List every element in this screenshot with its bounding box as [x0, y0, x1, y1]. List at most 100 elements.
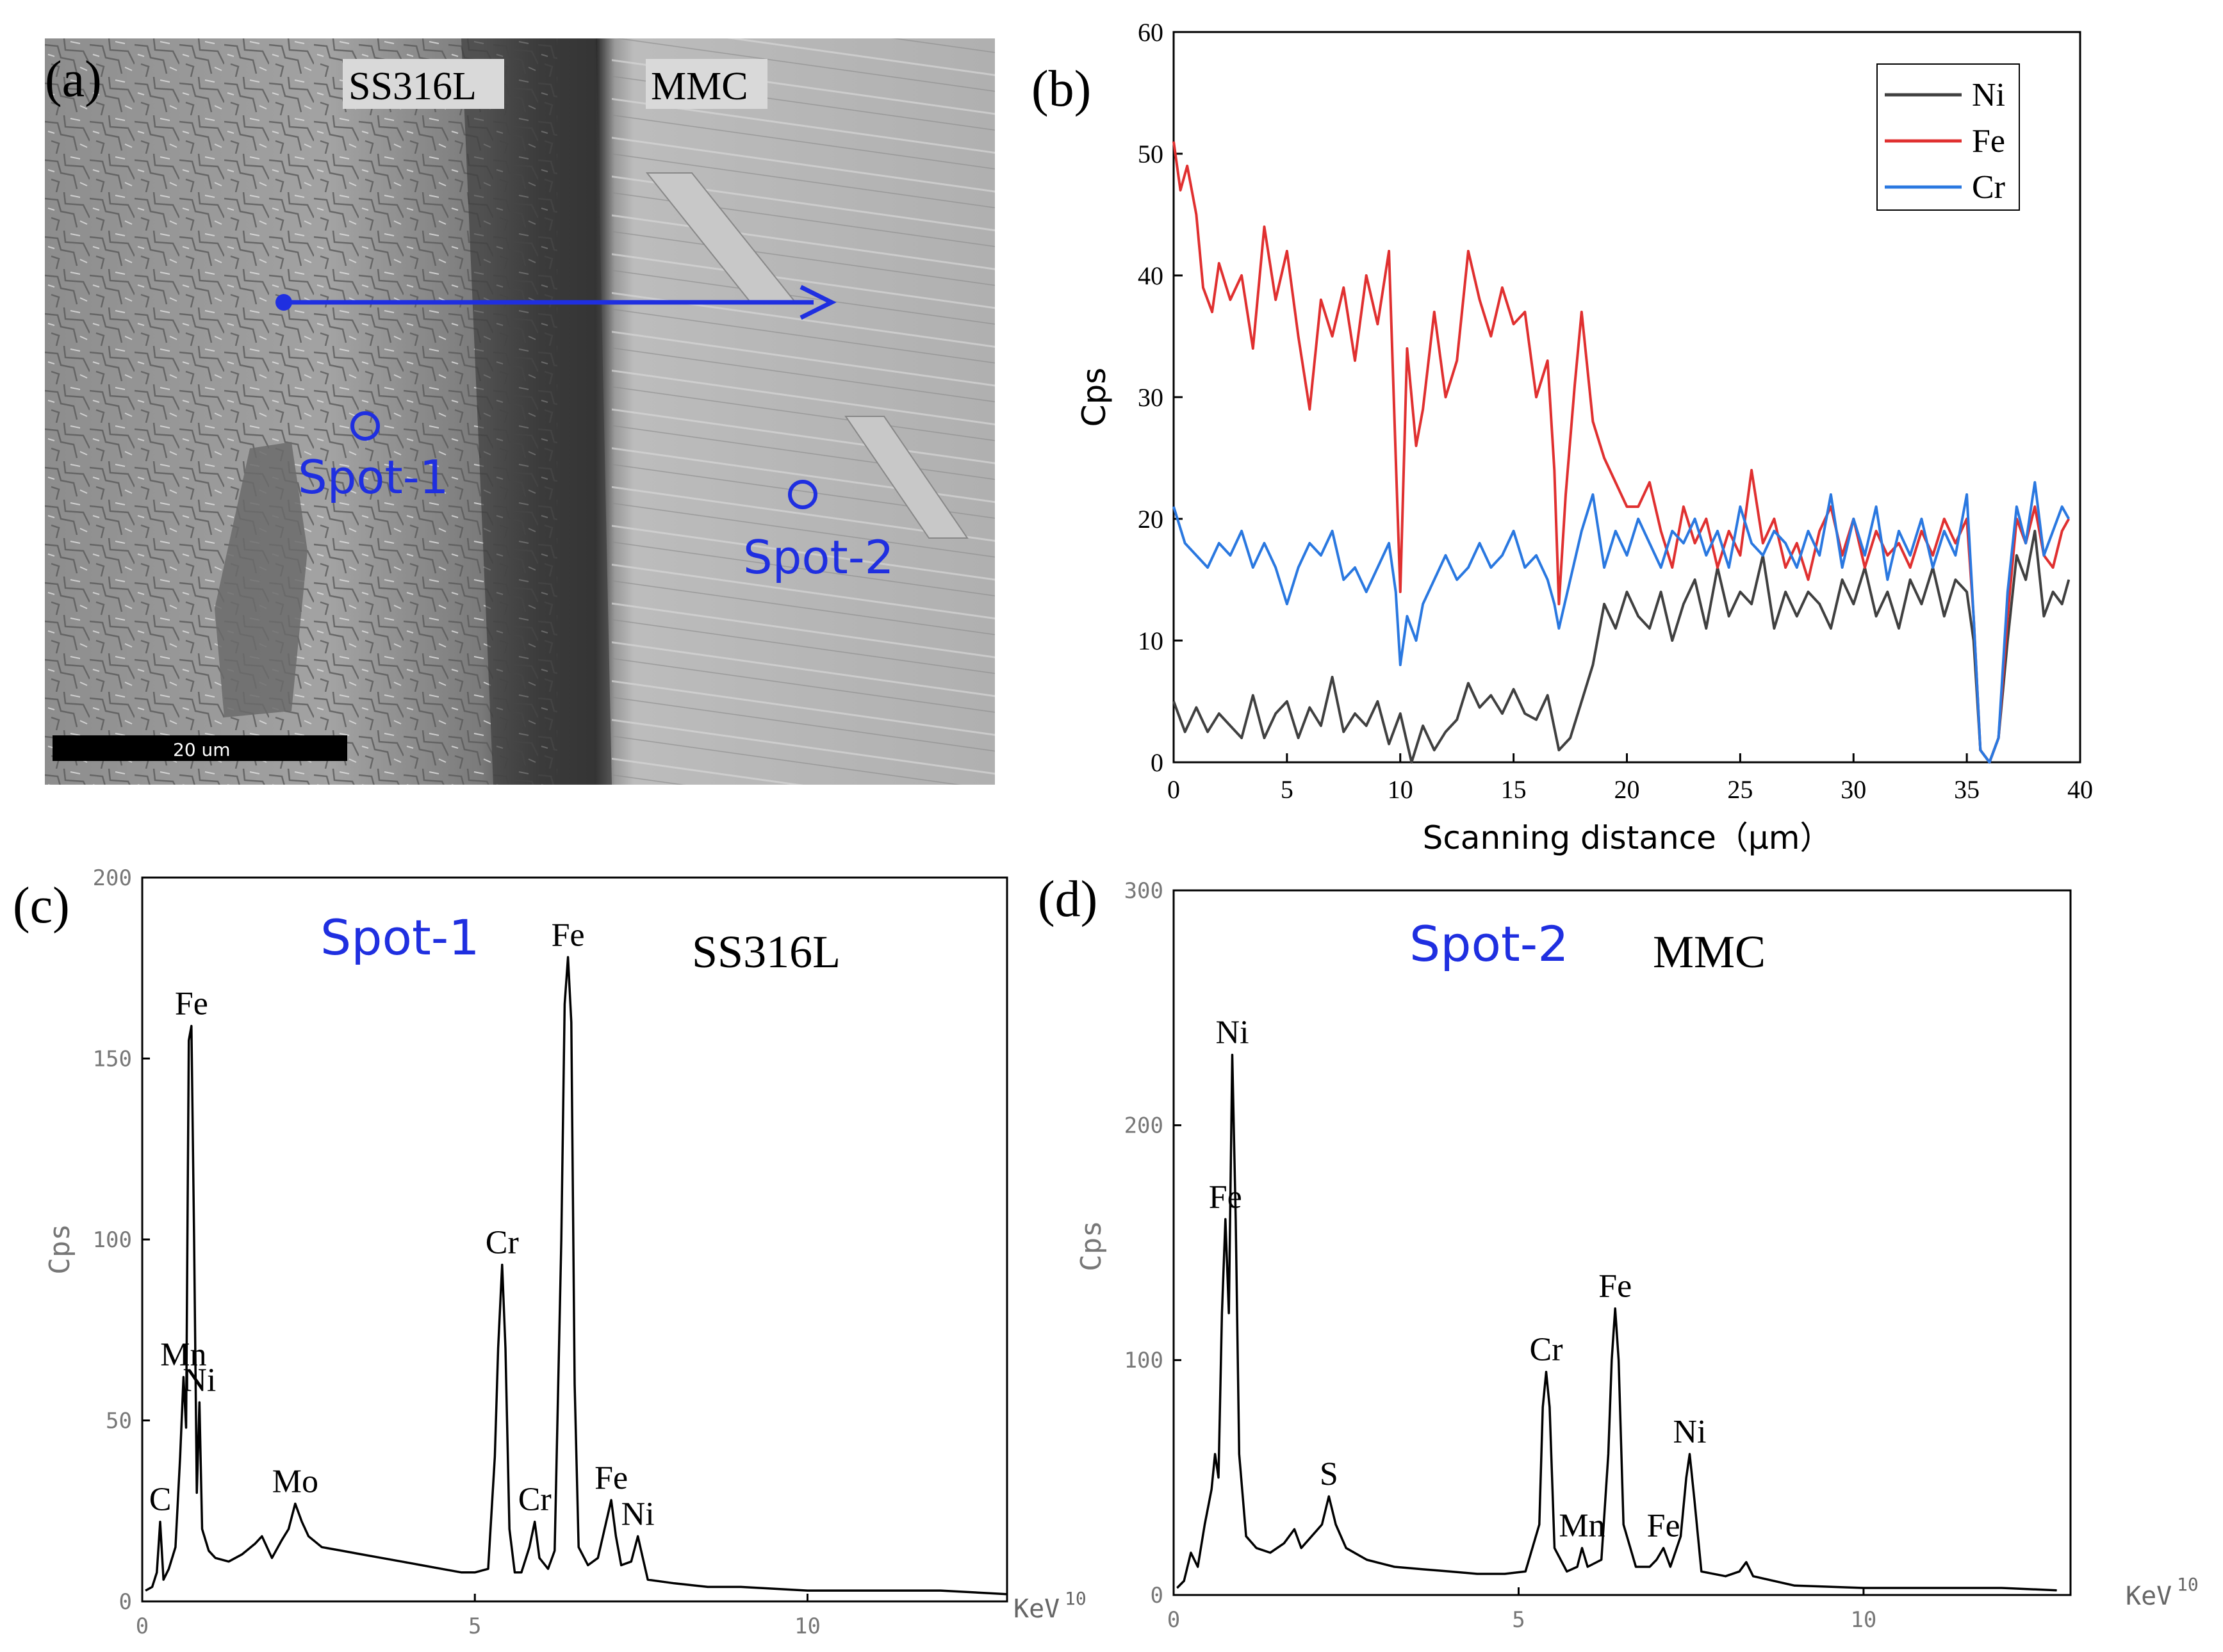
x-tick-label: 10	[1388, 775, 1413, 804]
data-point	[193, 1239, 195, 1240]
data-point	[1973, 616, 1974, 617]
data-point	[1808, 530, 1809, 532]
data-point	[1479, 707, 1481, 708]
data-point	[1218, 263, 1220, 264]
chart-c-x-ticks: 0 5 10	[136, 1594, 821, 1639]
data-point	[1186, 165, 1188, 167]
data-point	[1796, 543, 1798, 544]
data-point	[1694, 543, 1696, 544]
peak-label-fe: Fe	[1647, 1508, 1680, 1544]
data-point	[1238, 1453, 1240, 1455]
peak-label-ni: Ni	[183, 1362, 216, 1398]
data-point	[1637, 616, 1639, 617]
data-point	[1195, 555, 1197, 556]
data-point	[1225, 1218, 1226, 1220]
data-point	[1686, 1477, 1687, 1478]
data-point	[514, 1572, 516, 1573]
data-point	[1298, 737, 1299, 739]
peak-label-fe: Fe	[175, 986, 208, 1022]
data-point	[1649, 482, 1650, 483]
data-point	[1830, 628, 1832, 629]
data-point	[1701, 1571, 1702, 1572]
y-tick-label: 0	[1151, 1583, 1163, 1608]
label-ss316l: SS316L	[349, 65, 477, 108]
chart-c-series	[145, 956, 1008, 1596]
chart-d-ylabel: Cps	[1075, 1220, 1108, 1271]
chart-d-title: Spot-2	[1409, 915, 1569, 972]
data-point	[1614, 1308, 1616, 1309]
x-tick-label: 10	[794, 1614, 821, 1639]
y-tick-label: 20	[1138, 505, 1163, 534]
data-point	[1728, 616, 1730, 617]
data-point	[1751, 470, 1752, 471]
series-fe	[1172, 141, 2071, 764]
peak-label-mo: Mo	[272, 1463, 318, 1500]
data-point	[255, 1543, 256, 1544]
x-tick-label: 5	[1281, 775, 1293, 804]
data-point	[208, 1550, 209, 1551]
peak-label-mn: Mn	[1559, 1508, 1605, 1544]
data-point	[288, 1528, 289, 1530]
data-point	[1377, 701, 1378, 702]
y-tick-label: 50	[1138, 140, 1163, 168]
chart-b-x-ticks: 0 5 10 15 20 25 30 35 40	[1167, 753, 2093, 804]
scale-bar	[53, 735, 347, 761]
peak-label-c: C	[149, 1482, 172, 1518]
data-point	[1211, 1489, 1212, 1490]
data-point	[1218, 1477, 1219, 1478]
y-tick-label: 30	[1138, 383, 1163, 412]
line-scan-arrowhead	[800, 284, 837, 320]
sem-interface-band	[461, 38, 612, 785]
peak-label-fe: Fe	[1209, 1179, 1242, 1215]
data-point	[1252, 695, 1254, 696]
peak-label-cr: Cr	[518, 1482, 552, 1518]
y-tick-label: 200	[1124, 1113, 1163, 1139]
data-point	[2007, 591, 2008, 593]
spot-2-label: Spot-2	[743, 530, 894, 584]
data-point	[529, 1546, 530, 1548]
series-spot-2-spectrum	[1176, 1053, 2057, 1592]
peak-label-fe: Fe	[595, 1460, 628, 1496]
data-point	[1794, 1585, 1795, 1586]
x-tick-label: 40	[2067, 775, 2093, 804]
data-point	[1980, 749, 1981, 751]
data-point	[1819, 555, 1820, 556]
peak-label-ni: Ni	[621, 1496, 655, 1532]
y-tick-label: 100	[1124, 1348, 1163, 1373]
data-point	[561, 1239, 562, 1240]
data-point	[1445, 397, 1446, 398]
data-point	[1332, 676, 1333, 678]
chart-b-xlabel: Scanning distance（μm）	[1423, 819, 1832, 856]
data-point	[1195, 707, 1197, 708]
x-tick-label: 25	[1727, 775, 1753, 804]
sem-texture-layers	[612, 38, 995, 785]
chart-c-ylabel: Cps	[44, 1223, 76, 1274]
chart-c-title: Spot-1	[320, 909, 480, 966]
data-point	[1293, 1528, 1295, 1530]
data-point	[1863, 1587, 1864, 1589]
x-tick-label: 30	[1841, 775, 1866, 804]
data-point	[461, 1572, 462, 1573]
data-point	[587, 1565, 589, 1566]
panel-label-b: (b)	[1031, 61, 1091, 117]
data-point	[1921, 530, 1922, 532]
data-point	[637, 1535, 639, 1537]
data-point	[1887, 591, 1888, 593]
data-point	[578, 1546, 579, 1548]
data-point	[1320, 555, 1322, 556]
legend-label-cr: Cr	[1972, 169, 2005, 206]
x-tick-label: 0	[136, 1614, 149, 1639]
chart-d-xlabel: KeV	[2126, 1582, 2172, 1611]
data-point	[1286, 701, 1288, 702]
x-tick-label: 35	[1954, 775, 1980, 804]
data-point	[1853, 603, 1854, 605]
legend-label-ni: Ni	[1972, 77, 2005, 113]
y-tick-label: 60	[1138, 18, 1163, 47]
chart-b-series	[1172, 141, 2071, 764]
y-tick-label: 0	[1151, 748, 1163, 777]
data-point	[1245, 1535, 1247, 1537]
data-point	[1309, 409, 1310, 410]
peak-label-s: S	[1320, 1456, 1338, 1493]
y-tick-label: 10	[1138, 626, 1163, 655]
